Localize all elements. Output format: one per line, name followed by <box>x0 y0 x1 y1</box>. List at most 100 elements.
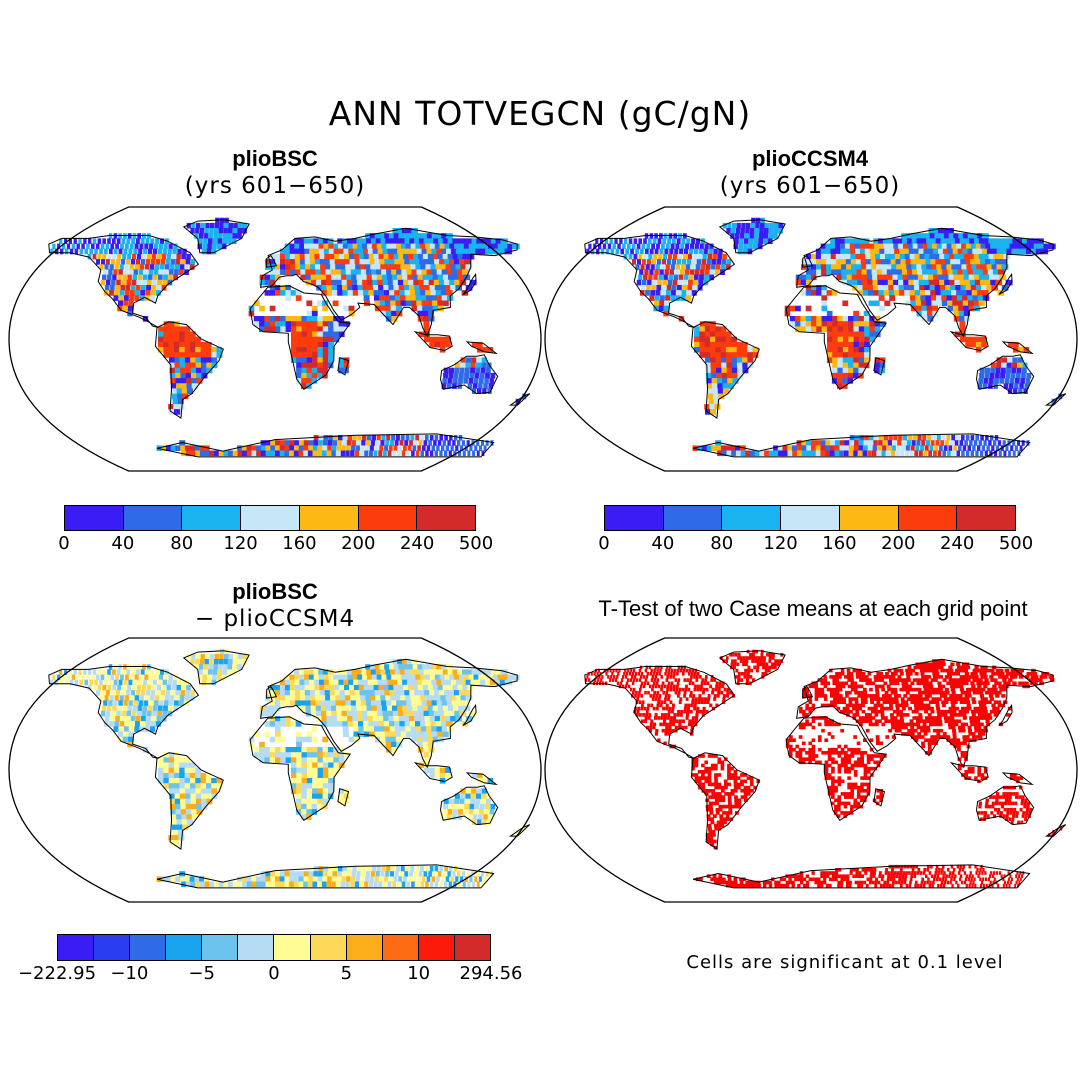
coastline <box>465 341 498 355</box>
colorbar-swatch <box>182 506 242 530</box>
colorbar-right <box>604 505 1016 531</box>
coastline <box>796 658 1054 769</box>
map-plioBSC <box>8 206 542 472</box>
coastline <box>156 864 495 889</box>
colorbar-swatch <box>346 935 383 960</box>
map-frame <box>544 637 1078 903</box>
coastline <box>156 433 495 458</box>
map-cells <box>50 217 527 457</box>
coastline <box>48 666 200 759</box>
colorbar-tick-label: 294.56 <box>459 963 523 984</box>
colorbar-tick-label: 160 <box>282 533 317 554</box>
coastline <box>462 272 477 295</box>
coastline <box>1001 772 1034 786</box>
coastline <box>718 650 786 685</box>
coastline <box>692 433 1031 458</box>
colorbar-tick-label: 160 <box>822 533 857 554</box>
panel-title-br: T-Test of two Case means at each grid po… <box>598 596 1028 621</box>
coastline <box>718 219 786 254</box>
colorbar-swatch <box>202 935 239 960</box>
map-ttest <box>544 637 1078 903</box>
coastline <box>154 321 224 419</box>
coastline <box>439 785 499 826</box>
colorbar-tick-label: 10 <box>407 963 431 984</box>
panel-title-tr: plioCCSM4 <box>751 146 869 171</box>
colorbar-swatch <box>898 506 958 530</box>
coastline <box>998 703 1013 726</box>
colorbar-tick-label: 500 <box>458 533 494 554</box>
colorbar-swatch <box>839 506 899 530</box>
coastline <box>975 354 1035 395</box>
colorbar-tick-label: 120 <box>223 533 258 554</box>
map-difference <box>8 637 542 903</box>
colorbar-tick-label: 200 <box>881 533 916 554</box>
colorbar-tick-label: 120 <box>763 533 798 554</box>
map-cells <box>586 217 1063 457</box>
map-frame <box>544 206 1078 472</box>
colorbar-swatch <box>238 935 275 960</box>
colorbar-swatch <box>382 935 419 960</box>
coastline <box>802 254 814 268</box>
colorbar-swatch <box>58 935 95 960</box>
colorbar-tick-label: 240 <box>939 533 975 554</box>
coastline <box>785 716 888 821</box>
colorbar-left <box>64 505 476 531</box>
coastline <box>584 235 736 328</box>
panel-subtitle-bl: − plioCCSM4 <box>194 606 356 632</box>
panel-title-tl: plioBSC <box>232 146 318 171</box>
colorbar-swatch <box>241 506 300 530</box>
colorbar-swatch <box>418 935 455 960</box>
coastline <box>802 685 814 699</box>
coastline <box>465 772 498 786</box>
colorbar-left-ticks: 0 40 80 120 160 200 240 500 <box>58 533 493 559</box>
colorbar-swatch <box>722 506 782 530</box>
coastline <box>266 685 278 699</box>
colorbar-swatch <box>274 935 311 960</box>
colorbar-difference-ticks: −222.95 −10 −5 0 5 10 294.56 <box>18 963 523 989</box>
coastline <box>949 761 989 783</box>
coastline <box>439 354 499 395</box>
coastline <box>998 272 1013 295</box>
colorbar-tick-label: 80 <box>170 533 194 554</box>
coastline <box>249 285 352 390</box>
map-frame <box>8 206 542 472</box>
colorbar-tick-label: 40 <box>651 533 675 554</box>
colorbar-swatch <box>166 935 203 960</box>
coastline <box>508 393 531 406</box>
coastline <box>182 650 250 685</box>
coastline <box>154 752 224 850</box>
map-cells <box>50 648 527 888</box>
colorbar-tick-label: 5 <box>340 963 353 984</box>
coastline <box>975 785 1035 826</box>
significance-note: Cells are significant at 0.1 level <box>686 952 1004 973</box>
coastline <box>1001 341 1034 355</box>
colorbar-tick-label: 40 <box>111 533 135 554</box>
coastline <box>796 227 1054 338</box>
coastline <box>462 703 477 726</box>
main-title: ANN TOTVEGCN (gC/gN) <box>328 94 752 133</box>
coastline <box>413 761 453 783</box>
coastline <box>508 824 531 837</box>
colorbar-tick-label: −5 <box>188 963 215 984</box>
coastline <box>337 357 350 376</box>
colorbar-swatch <box>123 506 183 530</box>
colorbar-tick-label: 0 <box>598 533 610 554</box>
coastline <box>266 254 278 268</box>
colorbar-swatch <box>65 506 124 530</box>
colorbar-tick-label: 240 <box>399 533 435 554</box>
panel-title-bl: plioBSC <box>232 579 318 604</box>
colorbar-swatch <box>781 506 840 530</box>
colorbar-swatch <box>663 506 723 530</box>
colorbar-tick-label: 0 <box>58 533 70 554</box>
coastline <box>692 864 1031 889</box>
map-frame <box>8 637 542 903</box>
colorbar-tick-label: 200 <box>341 533 376 554</box>
colorbar-tick-label: −222.95 <box>17 963 97 984</box>
colorbar-difference <box>57 934 491 961</box>
colorbar-tick-label: 500 <box>998 533 1034 554</box>
coastline <box>260 658 518 769</box>
coastline <box>182 219 250 254</box>
coastline <box>873 357 886 376</box>
panel-subtitle-tr: (yrs 601−650) <box>719 173 901 199</box>
colorbar-tick-label: 80 <box>710 533 734 554</box>
